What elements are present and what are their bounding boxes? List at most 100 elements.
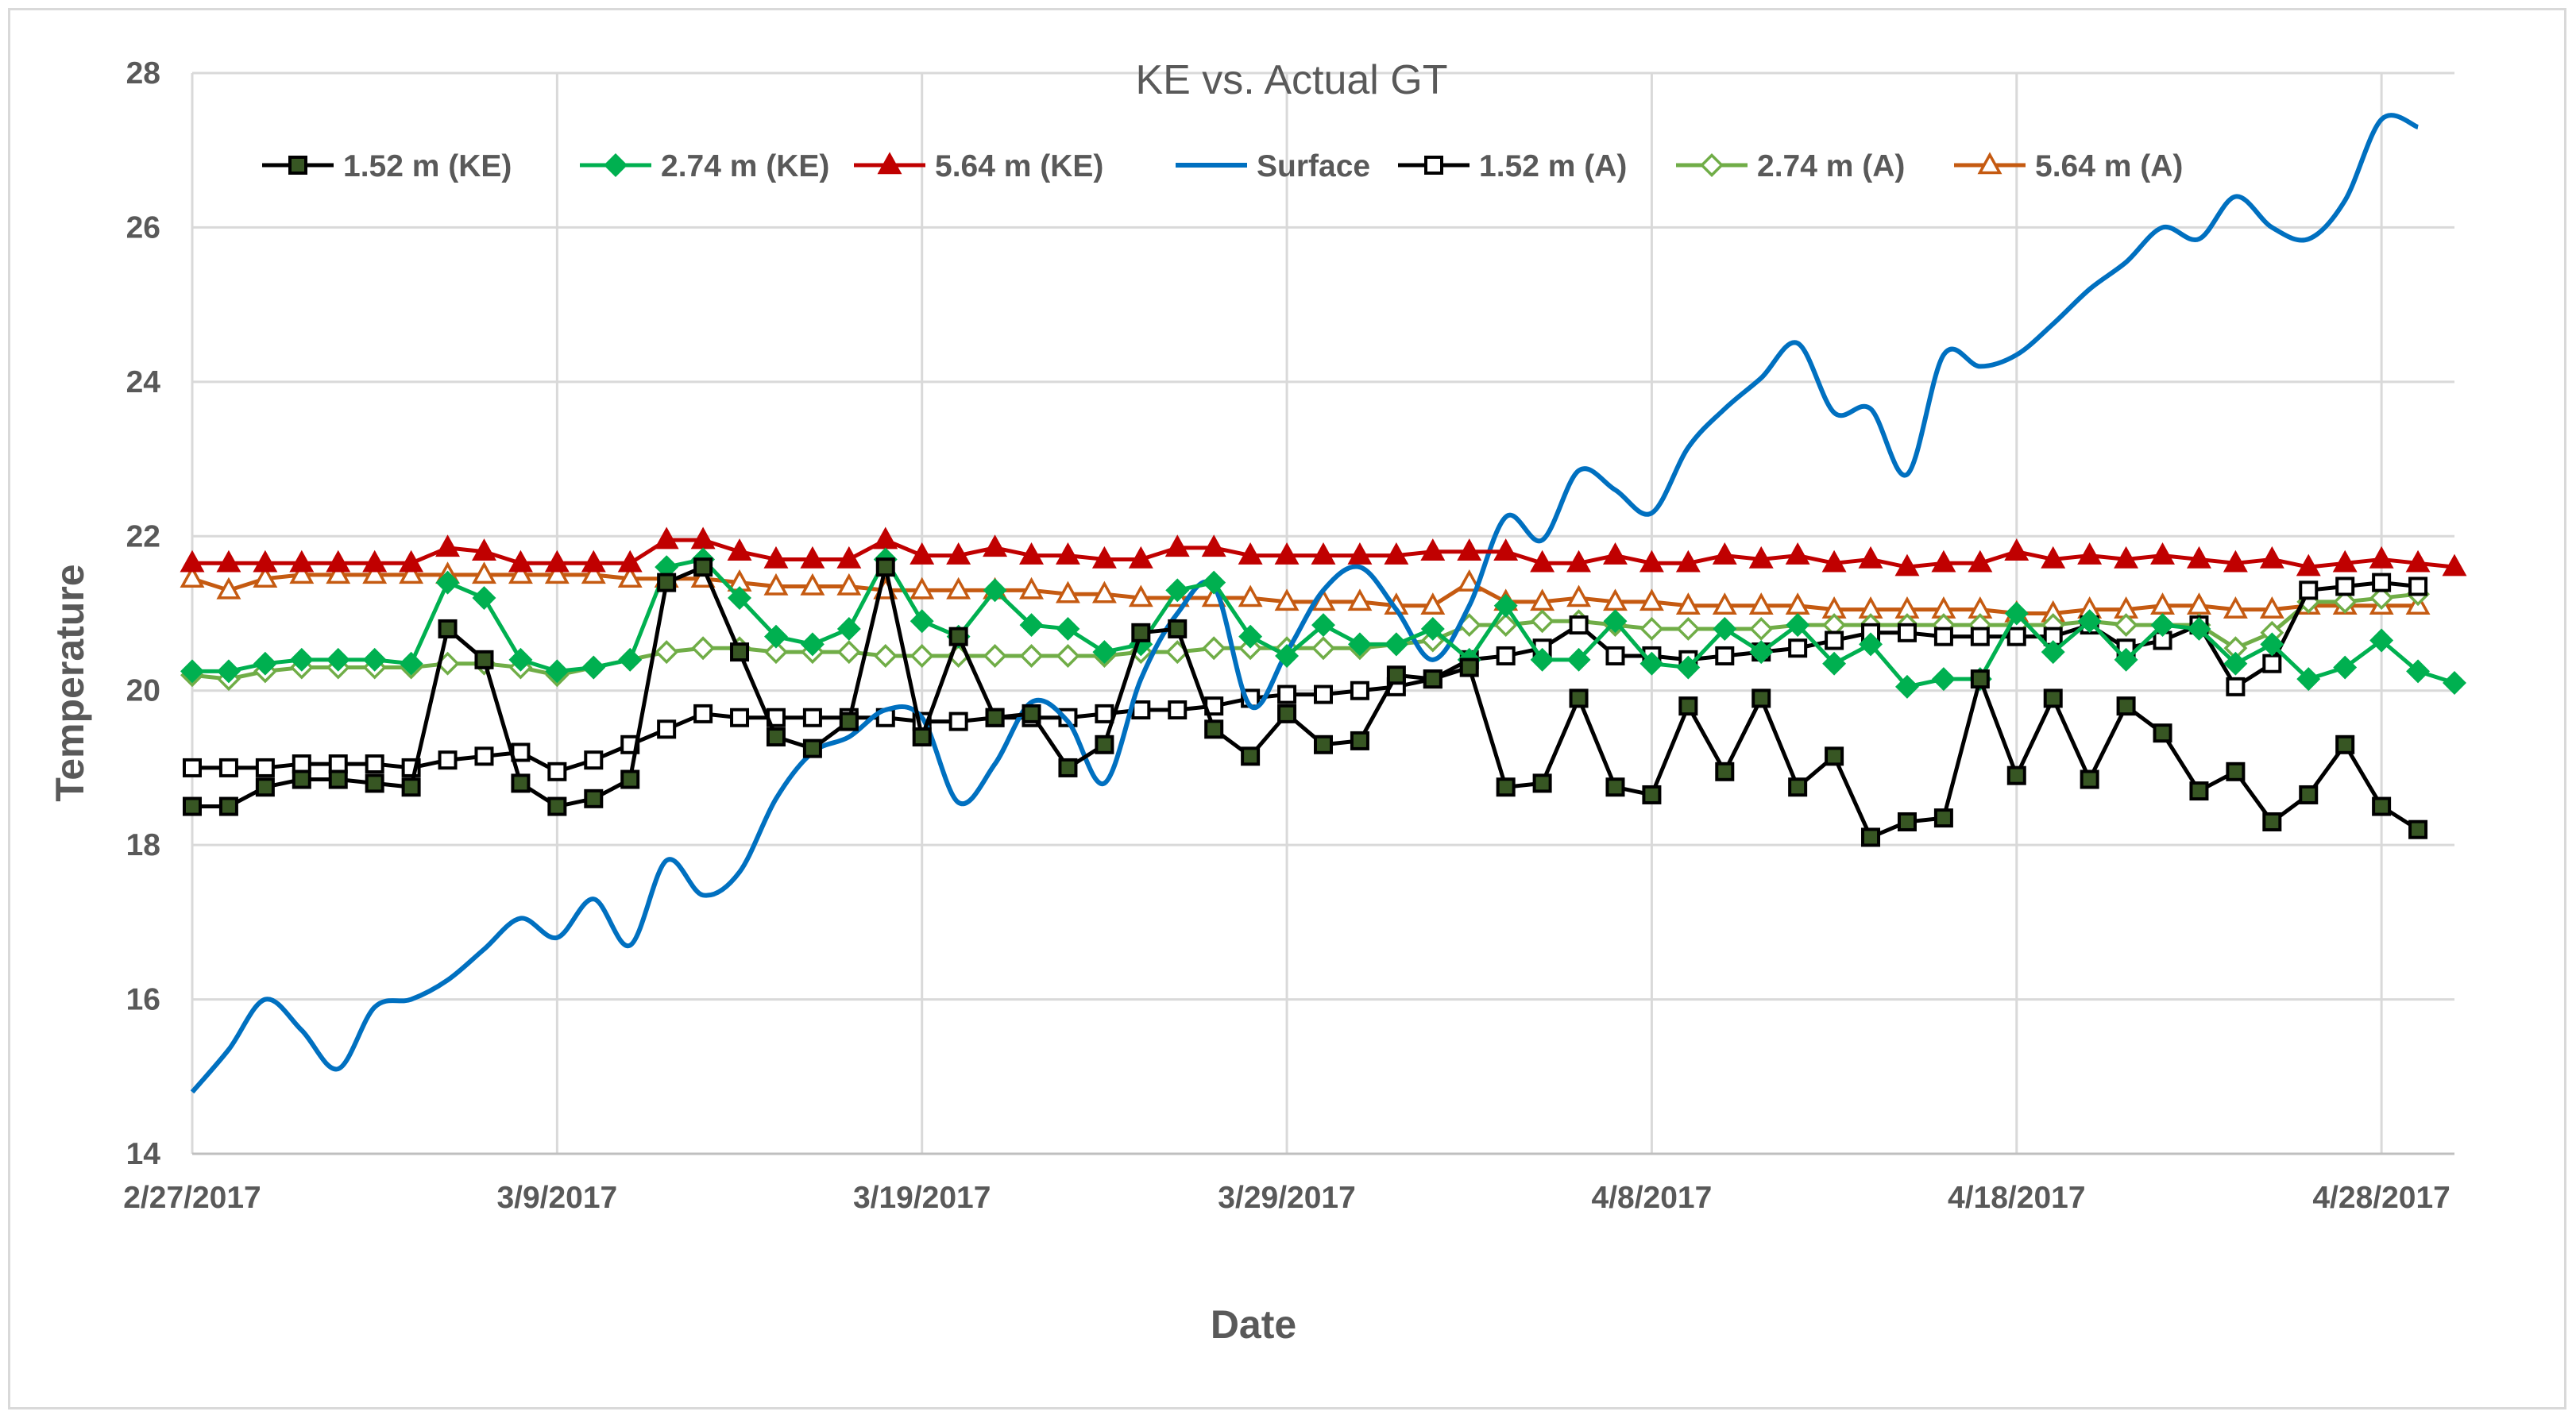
data-point: [1493, 538, 1519, 561]
legend-label: 2.74 m (A): [1757, 149, 1905, 183]
legend-marker: [1700, 153, 1724, 177]
data-point: [2006, 765, 2026, 785]
data-point: [1420, 616, 1445, 641]
data-point: [183, 796, 202, 816]
data-point: [326, 561, 351, 584]
y-axis-title: Temperature: [48, 564, 92, 801]
data-point: [873, 526, 898, 549]
data-point: [180, 659, 204, 684]
data-point: [1970, 627, 1990, 646]
data-point: [218, 796, 238, 816]
data-point: [1676, 616, 1701, 641]
series-line: [190, 113, 2420, 1094]
data-point: [2223, 549, 2248, 573]
data-point: [1311, 636, 1335, 661]
data-point: [472, 538, 496, 561]
data-point: [1131, 700, 1151, 720]
data-point: [1605, 646, 1625, 665]
data-point: [183, 758, 202, 777]
data-point: [438, 619, 458, 638]
data-point: [2332, 549, 2358, 573]
x-tick-label: 4/8/2017: [1592, 1181, 1713, 1215]
data-point: [1420, 538, 1446, 561]
data-point: [2077, 609, 2102, 634]
data-point: [180, 549, 205, 573]
data-point: [544, 549, 570, 573]
data-point: [802, 708, 822, 727]
data-point: [1639, 616, 1664, 641]
data-point: [2369, 546, 2394, 569]
data-point: [2408, 819, 2428, 839]
data-point: [2299, 580, 2319, 600]
data-point: [328, 769, 348, 789]
data-point: [1822, 651, 1847, 676]
data-point: [508, 647, 533, 672]
data-point: [1202, 636, 1226, 661]
data-point: [655, 640, 679, 665]
data-point: [581, 561, 606, 584]
legend-marker: [1977, 152, 2002, 175]
data-point: [1056, 643, 1080, 668]
data-point: [983, 578, 1007, 603]
data-point: [1712, 592, 1737, 615]
data-point: [1168, 619, 1188, 638]
data-point: [584, 750, 604, 770]
data-point: [1019, 643, 1044, 668]
data-point: [1713, 616, 1737, 641]
data-point: [910, 643, 934, 668]
data-point: [1530, 549, 1555, 573]
data-point: [399, 549, 424, 573]
data-point: [2333, 589, 2358, 614]
data-point: [1420, 592, 1446, 615]
data-point: [1164, 534, 1190, 557]
data-point: [1496, 777, 1516, 797]
data-point: [910, 609, 934, 634]
data-point: [2041, 640, 2065, 665]
data-point: [1347, 542, 1373, 565]
data-point: [836, 573, 862, 596]
data-point: [2333, 655, 2358, 680]
data-point: [1894, 553, 1920, 576]
data-point: [1277, 704, 1297, 723]
y-tick-label: 22: [126, 519, 160, 553]
data-point: [691, 636, 716, 661]
data-point: [1202, 570, 1226, 595]
data-point: [948, 627, 968, 646]
data-point: [1350, 731, 1369, 750]
data-point: [1055, 542, 1080, 565]
data-point: [472, 561, 496, 584]
data-point: [253, 549, 278, 573]
data-point: [1715, 646, 1735, 665]
data-point: [1095, 704, 1114, 723]
data-point: [1347, 632, 1372, 657]
data-point: [2296, 667, 2321, 692]
data-point: [654, 526, 679, 549]
data-point: [1165, 578, 1190, 603]
data-point: [2004, 538, 2030, 561]
data-point: [800, 573, 825, 596]
data-point: [289, 561, 315, 584]
data-point: [657, 719, 677, 739]
data-point: [1095, 735, 1114, 754]
data-point: [472, 586, 496, 611]
data-point: [1858, 546, 1883, 569]
data-point: [1019, 576, 1044, 600]
data-point: [1676, 655, 1701, 680]
data-point: [547, 762, 567, 781]
data-point: [910, 542, 935, 565]
data-point: [544, 561, 570, 584]
data-point: [1897, 623, 1917, 642]
data-point: [1566, 584, 1592, 607]
data-point: [2223, 651, 2248, 676]
x-tick-label: 2/27/2017: [123, 1181, 261, 1215]
data-point: [1933, 808, 1953, 828]
data-point: [1931, 549, 1956, 573]
data-point: [763, 573, 789, 596]
data-point: [1056, 616, 1080, 641]
data-point: [1055, 580, 1080, 603]
data-point: [2369, 628, 2394, 653]
series-layer: [180, 113, 2467, 1094]
data-point: [1384, 632, 1408, 657]
data-point: [836, 616, 861, 641]
data-point: [2260, 632, 2284, 657]
